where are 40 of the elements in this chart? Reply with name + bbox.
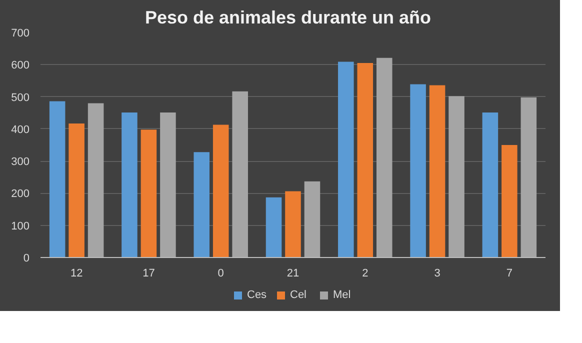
x-tick-label: 17 [142, 268, 155, 280]
bar [429, 85, 446, 258]
legend-label: Ces [247, 289, 267, 301]
chart-title: Peso de animales durante un año [144, 8, 432, 28]
x-tick-label: 0 [218, 268, 224, 280]
bar [304, 181, 320, 258]
legend-label: Cel [290, 289, 308, 301]
y-tick-label: 0 [23, 252, 30, 264]
x-tick-label: 3 [434, 268, 440, 280]
x-tick-label: 12 [70, 268, 83, 280]
y-tick-label: 100 [11, 220, 30, 232]
bar [140, 130, 157, 258]
bar [338, 62, 354, 258]
bar [68, 123, 84, 258]
y-tick-label: 200 [11, 188, 30, 200]
x-tick-label: 7 [506, 268, 512, 280]
y-tick-label: 400 [11, 124, 30, 136]
y-tick-label: 600 [11, 60, 30, 72]
legend-label: Mel [333, 289, 352, 301]
x-tick-label: 21 [286, 268, 300, 280]
bar [194, 152, 210, 258]
y-tick-label: 700 [11, 28, 30, 40]
bar [502, 145, 518, 258]
bar [285, 191, 301, 258]
y-tick-label: 500 [11, 92, 30, 104]
bar [376, 58, 392, 258]
bar [122, 112, 138, 258]
bar [520, 97, 537, 258]
bar [88, 103, 104, 258]
bar [160, 112, 176, 258]
bar [482, 112, 498, 258]
bar [212, 124, 229, 258]
bar [266, 197, 282, 258]
bar [49, 101, 66, 258]
y-tick-label: 300 [11, 156, 30, 168]
bar [448, 96, 464, 258]
bar [357, 63, 374, 258]
bar [232, 91, 248, 258]
bar [410, 84, 426, 258]
x-tick-label: 2 [362, 268, 368, 280]
